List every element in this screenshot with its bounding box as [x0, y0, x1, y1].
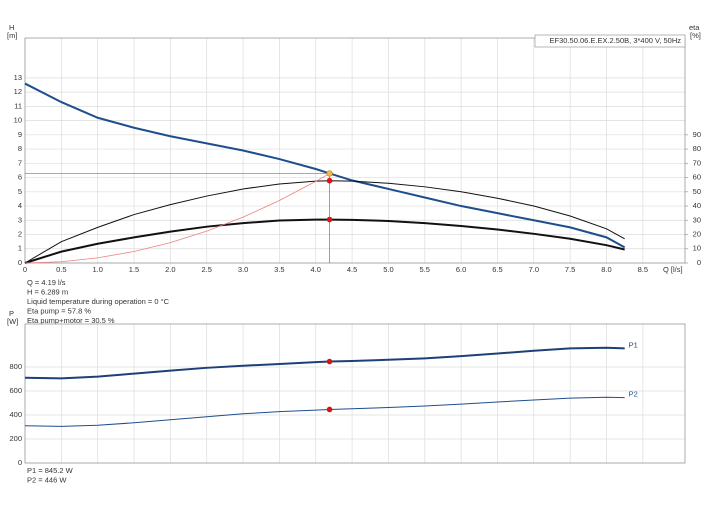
series-label: P1: [629, 340, 638, 349]
y-tick-label: 0: [18, 458, 22, 467]
x-tick-label: 0.5: [56, 265, 66, 274]
plot-frame: [24, 323, 686, 464]
plot-frame: [24, 37, 686, 264]
x-tick-label: 3.0: [238, 265, 248, 274]
operating-point: [326, 216, 333, 223]
y2-tick-label: 30: [693, 215, 701, 224]
y2-tick-label: 40: [693, 201, 701, 210]
note: Liquid temperature during operation = 0 …: [27, 297, 170, 306]
x-tick-label: 4.0: [311, 265, 321, 274]
y-tick-label: 5: [18, 187, 22, 196]
y2-tick-label: 90: [693, 130, 701, 139]
title-box: [534, 34, 686, 48]
series-line: [24, 346, 625, 380]
y-axis-unit: [W]: [7, 317, 18, 326]
series-line: [24, 396, 625, 427]
y2-tick-label: 60: [693, 173, 701, 182]
x-tick-label: 6.5: [492, 265, 502, 274]
x-tick-label: 4.5: [347, 265, 357, 274]
series-line: [24, 82, 626, 249]
y2-axis-label: eta: [689, 23, 700, 32]
x-tick-label: 2.0: [165, 265, 175, 274]
y-tick-label: 6: [18, 173, 22, 182]
y-tick-label: 3: [18, 215, 22, 224]
y2-tick-label: 50: [693, 187, 701, 196]
y-tick-label: 0: [18, 258, 22, 267]
series-label: P2: [629, 390, 638, 399]
series-line: [24, 180, 625, 264]
y-axis-label: P: [9, 309, 14, 318]
x-axis-label: Q [l/s]: [663, 265, 683, 274]
series-line: [24, 218, 625, 264]
note: H = 6.289 m: [27, 287, 68, 296]
y-axis-unit: [m]: [7, 31, 17, 40]
y-tick-label: 400: [9, 410, 22, 419]
x-tick-label: 8.0: [601, 265, 611, 274]
x-tick-label: 6.0: [456, 265, 466, 274]
x-tick-label: 3.5: [274, 265, 284, 274]
x-tick-label: 1.5: [129, 265, 139, 274]
x-tick-label: 1.0: [92, 265, 102, 274]
x-tick-label: 5.0: [383, 265, 393, 274]
x-tick-label: 2.5: [201, 265, 211, 274]
x-tick-label: 7.5: [565, 265, 575, 274]
y-axis-label: H: [9, 23, 14, 32]
chart-title: EF30.50.06.E.EX.2.50B, 3*400 V, 50Hz: [550, 36, 682, 45]
y-tick-label: 10: [14, 116, 22, 125]
x-tick-label: 8.5: [638, 265, 648, 274]
y-tick-label: 4: [18, 201, 22, 210]
operating-point: [326, 177, 333, 184]
x-tick-label: 7.0: [529, 265, 539, 274]
note: P1 = 845.2 W: [27, 466, 74, 475]
operating-point: [326, 170, 333, 177]
y-tick-label: 13: [14, 73, 22, 82]
y-tick-label: 800: [9, 362, 22, 371]
y2-tick-label: 0: [697, 258, 701, 267]
series-line: [24, 173, 330, 264]
y-tick-label: 600: [9, 386, 22, 395]
x-tick-label: 5.5: [420, 265, 430, 274]
y2-axis-unit: [%]: [690, 31, 701, 40]
y2-tick-label: 80: [693, 144, 701, 153]
y-tick-label: 2: [18, 230, 22, 239]
y-tick-label: 12: [14, 87, 22, 96]
operating-point: [326, 406, 333, 413]
note: Q = 4.19 l/s: [27, 278, 66, 287]
y-tick-label: 200: [9, 434, 22, 443]
y-tick-label: 8: [18, 144, 22, 153]
operating-point: [326, 358, 333, 365]
note: Eta pump = 57.8 %: [27, 306, 91, 315]
note: P2 = 446 W: [27, 475, 67, 484]
note: Eta pump+motor = 30.5 %: [27, 316, 115, 325]
x-tick-label: 0: [23, 265, 27, 274]
y-tick-label: 9: [18, 130, 22, 139]
y-tick-label: 1: [18, 244, 22, 253]
y-tick-label: 7: [18, 158, 22, 167]
y-tick-label: 11: [14, 101, 22, 110]
y2-tick-label: 20: [693, 230, 701, 239]
y2-tick-label: 70: [693, 158, 701, 167]
y2-tick-label: 10: [693, 244, 701, 253]
